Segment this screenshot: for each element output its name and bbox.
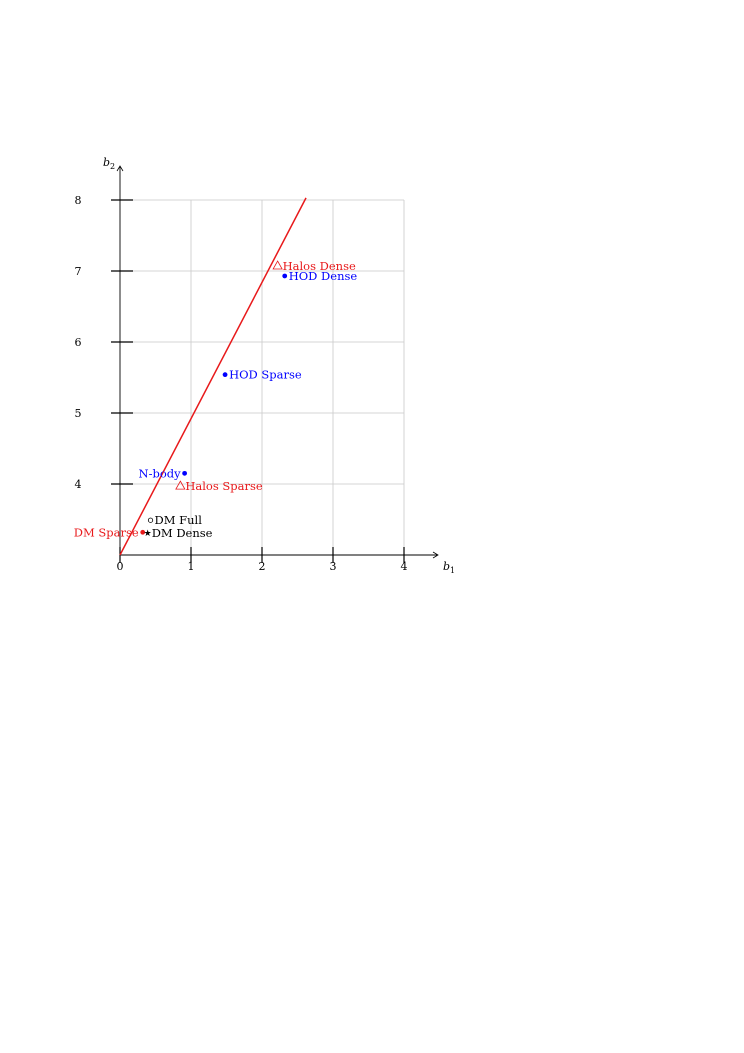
axes (116, 165, 439, 559)
point-halos-dense (272, 260, 283, 270)
point-label-dm-full: DM Full (155, 513, 203, 527)
grid (120, 199, 405, 555)
x-axis-label: b1 (443, 560, 455, 575)
point-halos-sparse (175, 480, 186, 490)
y-axis-arrow (116, 165, 124, 172)
y-tick-label: 8 (75, 194, 82, 207)
x-tick-label: 3 (330, 560, 337, 573)
point-label-n-body: N-body (139, 466, 182, 480)
point-label-dm-sparse: DM Sparse (74, 525, 139, 539)
y-tick-label: 7 (75, 265, 82, 278)
point-dm-dense: ★ (144, 529, 152, 539)
y-tick-label: 4 (75, 478, 82, 491)
point-label-hod-dense: HOD Dense (289, 269, 358, 283)
point-hod-sparse (222, 372, 228, 378)
ticks: 0 1 2 3 4 4 5 6 7 8 (75, 194, 408, 573)
point-dm-sparse (140, 529, 146, 535)
point-label-dm-dense: DM Dense (152, 526, 213, 540)
y-axis-label: b2 (103, 156, 115, 171)
point-n-body (182, 470, 188, 476)
y-tick-label: 5 (75, 407, 82, 420)
point-dm-full (147, 517, 154, 523)
fit-line (119, 197, 307, 556)
point-hod-dense (282, 273, 288, 279)
point-label-halos-dense: Halos Dense (283, 259, 356, 273)
x-tick-label: 0 (117, 560, 124, 573)
point-label-halos-sparse: Halos Sparse (185, 479, 263, 493)
y-tick-label: 6 (75, 336, 82, 349)
x-tick-label: 4 (401, 560, 408, 573)
point-label-hod-sparse: HOD Sparse (229, 368, 302, 382)
x-tick-label: 1 (188, 560, 195, 573)
x-tick-label: 2 (259, 560, 266, 573)
x-axis-arrow (432, 551, 439, 559)
